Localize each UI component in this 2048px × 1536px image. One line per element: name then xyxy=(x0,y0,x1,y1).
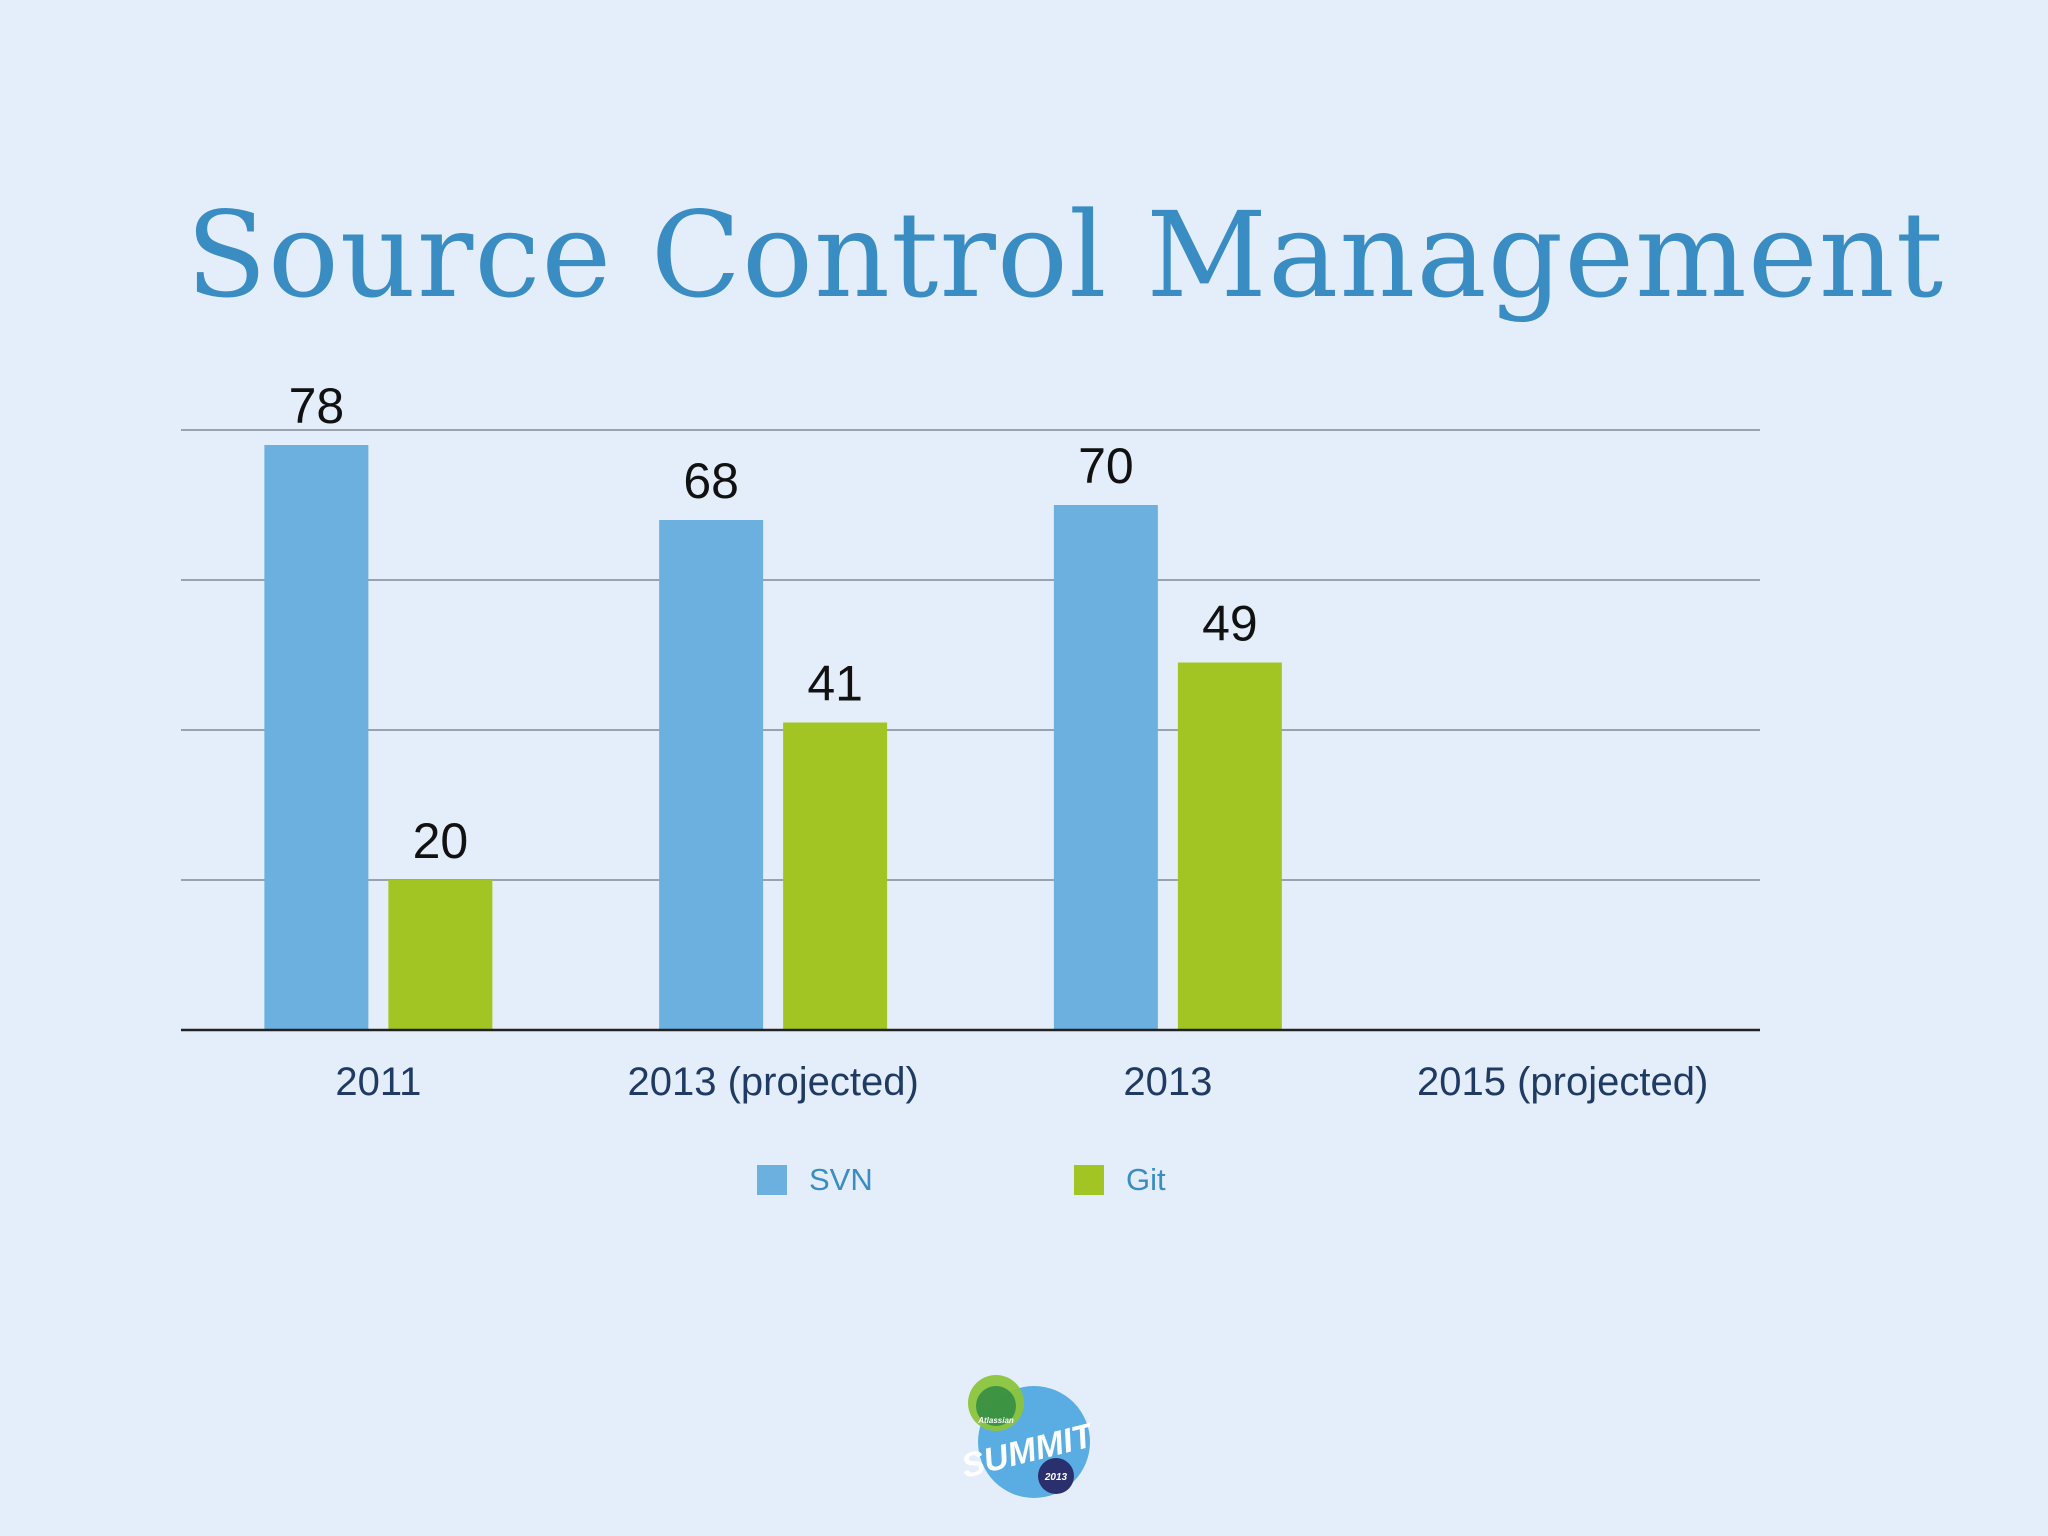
atlassian-summit-logo-icon: Atlassian SUMMIT 2013 xyxy=(960,1375,1090,1498)
bar-git xyxy=(1177,662,1282,1030)
data-label-svn: 70 xyxy=(1078,438,1134,494)
bar-svn xyxy=(1053,505,1158,1030)
bar-chart: 78 20 2011 68 41 2013 (projected) 70 49 2013 2015… xyxy=(181,378,1760,1104)
data-label-git: 20 xyxy=(413,813,469,869)
logo-brand-text: Atlassian xyxy=(977,1416,1014,1425)
legend-label-svn: SVN xyxy=(809,1162,873,1197)
data-label-git: 41 xyxy=(807,656,863,712)
legend-item-git: Git xyxy=(1074,1162,1166,1198)
x-tick-label: 2013 (projected) xyxy=(627,1060,918,1104)
legend-label-git: Git xyxy=(1126,1162,1166,1197)
legend-item-svn: SVN xyxy=(757,1162,873,1198)
legend-swatch-svn xyxy=(757,1165,787,1195)
x-tick-label: 2015 (projected) xyxy=(1417,1060,1708,1104)
chart-legend: SVN Git xyxy=(0,1162,2048,1202)
x-tick-label: 2013 xyxy=(1123,1060,1212,1104)
legend-swatch-git xyxy=(1074,1165,1104,1195)
logo-year-text: 2013 xyxy=(1044,1472,1068,1483)
bar-git xyxy=(388,880,493,1030)
data-label-git: 49 xyxy=(1202,596,1258,652)
data-label-svn: 68 xyxy=(683,453,739,509)
bar-svn xyxy=(659,520,764,1030)
bar-git xyxy=(783,722,888,1030)
slide-title: Source Control Management xyxy=(186,186,1945,324)
bar-svn xyxy=(264,445,369,1030)
x-tick-label: 2011 xyxy=(335,1060,421,1104)
data-label-svn: 78 xyxy=(289,378,345,434)
